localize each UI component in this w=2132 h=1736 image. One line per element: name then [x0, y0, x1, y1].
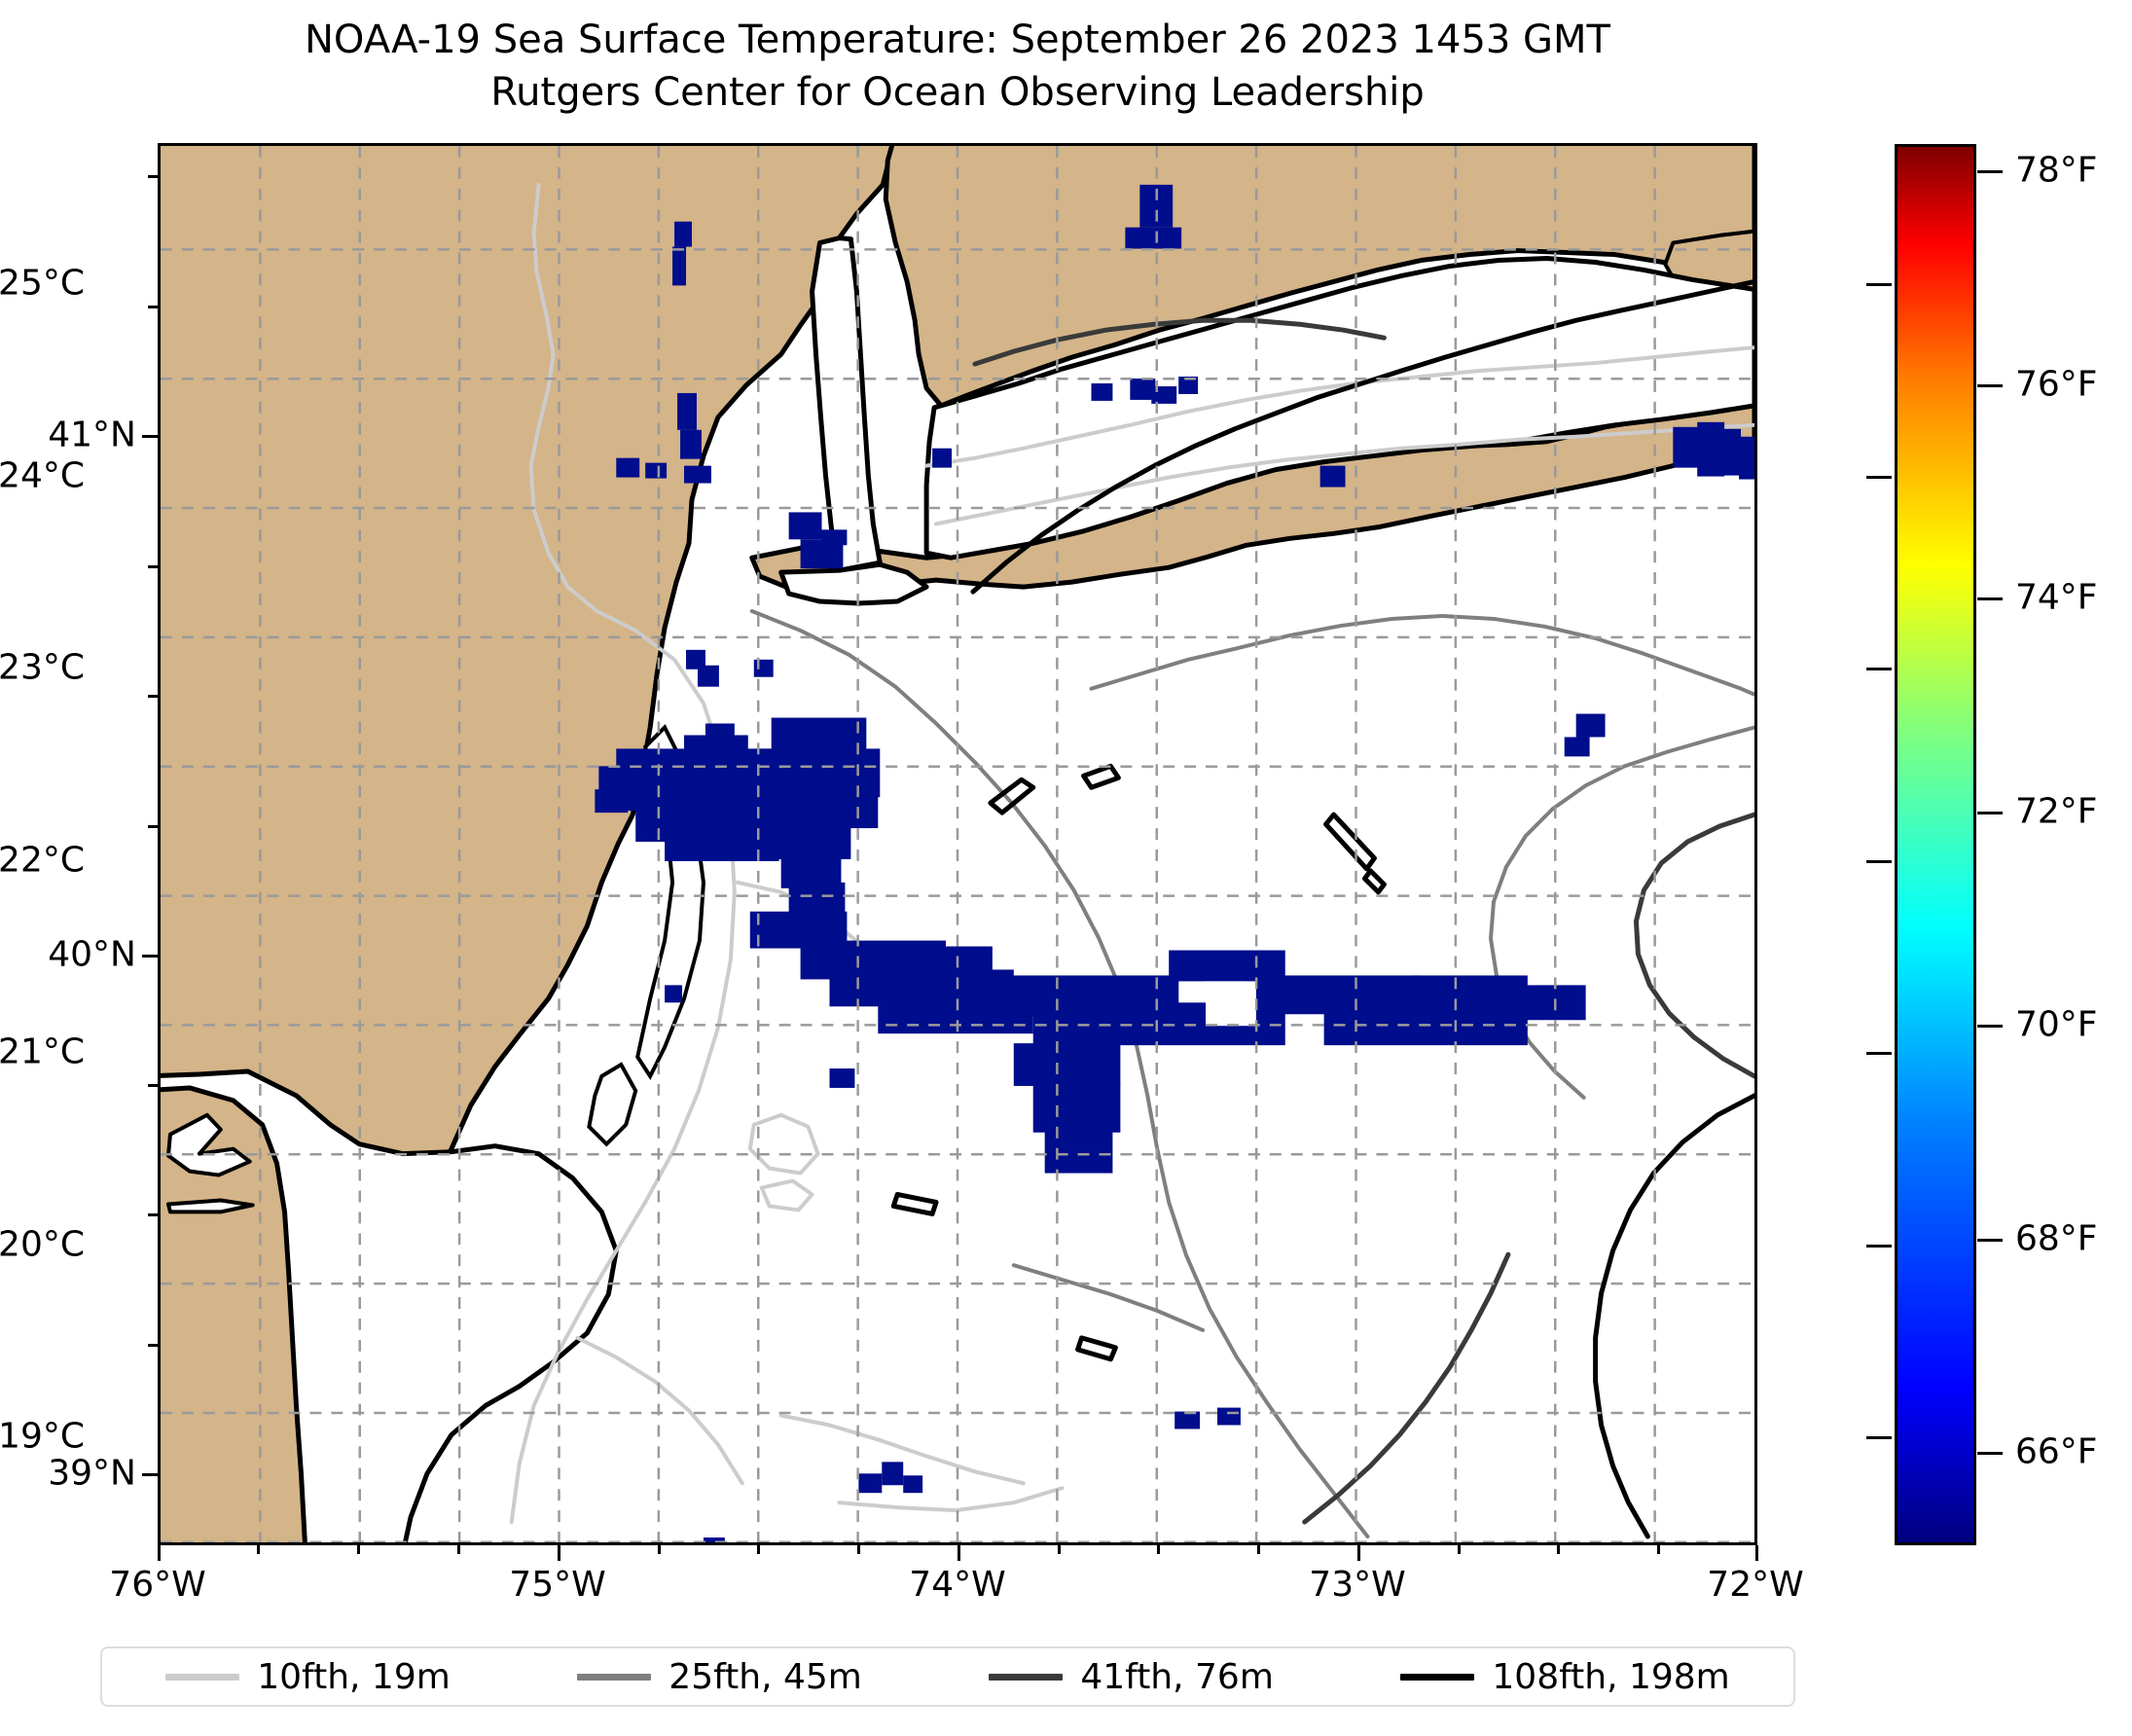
cb-c-tick: [1866, 1245, 1892, 1248]
cb-f-label-68: 68°F: [2015, 1218, 2098, 1259]
cb-c-tick: [1866, 476, 1892, 479]
y-tick-minor: [148, 1084, 158, 1087]
legend-line-swatch-10fth: [165, 1673, 240, 1681]
y-tick-minor: [148, 695, 158, 698]
hudson-river-and-harbor: [778, 235, 929, 606]
y-tick-minor: [148, 175, 158, 178]
x-tick-major: [558, 1545, 560, 1561]
cb-f-tick: [1977, 1452, 2003, 1455]
sst-map-plot-area[interactable]: [158, 143, 1757, 1545]
x-tick-minor: [257, 1545, 260, 1554]
y-tick-minor: [148, 306, 158, 308]
land-polygons: [161, 146, 1754, 1542]
x-tick-major: [1755, 1545, 1758, 1561]
x-tick-minor: [1458, 1545, 1461, 1554]
x-tick-label-74w: 74°W: [909, 1565, 1006, 1605]
x-tick-label-72w: 72°W: [1707, 1565, 1804, 1605]
page-title: NOAA-19 Sea Surface Temperature: Septemb…: [305, 18, 1610, 62]
legend-line-swatch-25fth: [577, 1673, 652, 1681]
x-tick-label-75w: 75°W: [509, 1565, 606, 1605]
bathymetry-legend[interactable]: 10fth, 19m 25fth, 45m 41fth, 76m 108fth,…: [100, 1646, 1795, 1707]
y-tick-minor: [148, 1344, 158, 1347]
contour-41fth: [972, 317, 1754, 1525]
sst-nodata-hole: [1206, 981, 1256, 1027]
legend-item-41fth[interactable]: 41fth, 76m: [989, 1657, 1274, 1697]
cb-c-tick: [1866, 668, 1892, 670]
legend-label-25fth: 25fth, 45m: [669, 1656, 862, 1697]
x-tick-major: [1357, 1545, 1360, 1561]
y-tick-major: [142, 435, 158, 438]
x-tick-minor: [857, 1545, 860, 1554]
cb-c-label-19: 19°C: [0, 1416, 85, 1457]
y-tick-label-41n: 41°N: [48, 415, 136, 455]
sst-map-svg: [161, 146, 1754, 1542]
cb-c-label-24: 24°C: [0, 455, 85, 496]
legend-item-25fth[interactable]: 25fth, 45m: [577, 1657, 862, 1697]
x-tick-minor: [757, 1545, 760, 1554]
x-tick-label-73w: 73°W: [1309, 1565, 1406, 1605]
cb-c-tick: [1866, 860, 1892, 863]
page-subtitle: Rutgers Center for Ocean Observing Leade…: [490, 70, 1425, 115]
legend-label-108fth: 108fth, 198m: [1492, 1656, 1730, 1697]
x-tick-minor: [357, 1545, 360, 1554]
chesapeake-tributary-2: [165, 1198, 255, 1214]
cb-f-label-76: 76°F: [2015, 364, 2098, 405]
y-tick-major: [142, 955, 158, 958]
y-tick-minor: [148, 565, 158, 568]
legend-label-41fth: 41fth, 76m: [1080, 1656, 1274, 1697]
legend-label-10fth: 10fth, 19m: [257, 1656, 451, 1697]
cb-c-label-25: 25°C: [0, 263, 85, 304]
cb-f-tick: [1977, 597, 2003, 600]
x-tick-minor: [1058, 1545, 1061, 1554]
cb-c-label-21: 21°C: [0, 1031, 85, 1072]
cb-c-tick: [1866, 1436, 1892, 1439]
legend-line-swatch-108fth: [1400, 1673, 1475, 1681]
y-tick-major: [142, 1473, 158, 1476]
legend-item-10fth[interactable]: 10fth, 19m: [165, 1657, 451, 1697]
legend-line-swatch-41fth: [989, 1673, 1064, 1681]
cb-f-tick: [1977, 170, 2003, 173]
x-tick-minor: [658, 1545, 661, 1554]
chart-title-block: NOAA-19 Sea Surface Temperature: Septemb…: [0, 14, 1915, 119]
x-tick-minor: [1557, 1545, 1560, 1554]
cb-f-label-66: 66°F: [2015, 1431, 2098, 1472]
sst-pixel-blocks: [595, 184, 1754, 1542]
cb-f-label-70: 70°F: [2015, 1004, 2098, 1045]
cb-c-tick: [1866, 1052, 1892, 1055]
cb-f-tick: [1977, 384, 2003, 387]
cb-f-label-74: 74°F: [2015, 577, 2098, 618]
x-tick-minor: [1657, 1545, 1660, 1554]
cb-f-label-78: 78°F: [2015, 150, 2098, 191]
cb-f-tick: [1977, 1239, 2003, 1242]
y-tick-minor: [148, 1213, 158, 1216]
cb-f-tick: [1977, 812, 2003, 814]
x-tick-major: [958, 1545, 960, 1561]
cb-c-label-23: 23°C: [0, 647, 85, 688]
cb-c-label-22: 22°C: [0, 840, 85, 881]
cb-c-tick: [1866, 283, 1892, 286]
map-gridlines: [161, 146, 1754, 1542]
cb-f-label-72: 72°F: [2015, 791, 2098, 832]
chesapeake-tributaries: [165, 1112, 252, 1177]
cb-c-label-20: 20°C: [0, 1224, 85, 1265]
x-tick-minor: [457, 1545, 460, 1554]
legend-item-108fth[interactable]: 108fth, 198m: [1400, 1656, 1730, 1697]
y-tick-minor: [148, 825, 158, 828]
x-tick-major: [158, 1545, 161, 1561]
x-tick-label-76w: 76°W: [109, 1565, 206, 1605]
contour-108fth: [890, 278, 1754, 1539]
y-tick-label-39n: 39°N: [48, 1453, 136, 1494]
colorbar[interactable]: [1895, 144, 1976, 1545]
y-tick-label-40n: 40°N: [48, 934, 136, 975]
x-tick-minor: [1257, 1545, 1260, 1554]
cb-f-tick: [1977, 1025, 2003, 1028]
colorbar-gradient: [1895, 144, 1976, 1545]
x-tick-minor: [1157, 1545, 1160, 1554]
